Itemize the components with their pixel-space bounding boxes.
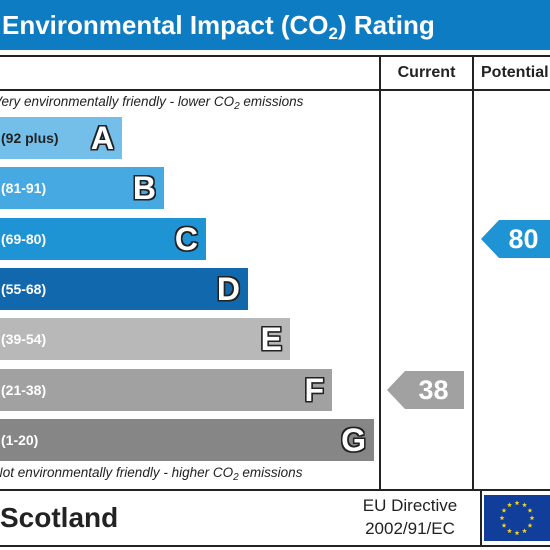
- band-range-label: (81-91): [1, 180, 47, 196]
- band-letter: A: [90, 120, 114, 156]
- band-letter: B: [132, 170, 156, 206]
- band-range-label: (55-68): [1, 281, 47, 297]
- star-icon: [522, 502, 527, 508]
- band-range-label: (1-20): [1, 432, 39, 448]
- eu-flag-icon: [484, 495, 550, 541]
- star-icon: [529, 515, 535, 521]
- current-column-header: Current: [397, 64, 456, 81]
- star-icon: [499, 515, 505, 521]
- bottom-note: Not environmentally friendly - higher CO…: [0, 465, 303, 480]
- star-icon: [522, 528, 527, 534]
- star-icon: [507, 528, 512, 534]
- potential-rating-pointer-value: 80: [508, 224, 539, 254]
- star-icon: [514, 500, 520, 506]
- star-icon: [527, 522, 533, 528]
- band-d: (55-68) D: [0, 268, 248, 310]
- top-note: Very environmentally friendly - lower CO…: [0, 94, 304, 109]
- country-name: Scotland: [0, 502, 119, 533]
- band-c: (69-80) C: [0, 218, 206, 260]
- current-rating-pointer-value: 38: [418, 375, 449, 405]
- band-a: (92 plus) A: [0, 117, 122, 159]
- star-icon: [501, 507, 507, 513]
- band-f: (21-38) F: [0, 369, 332, 411]
- eu-directive-line1: EU Directive: [362, 496, 458, 515]
- band-letter: F: [304, 372, 324, 408]
- band-letter: D: [216, 271, 240, 307]
- footer-divider: [0, 489, 550, 491]
- band-range-label: (21-38): [1, 382, 47, 398]
- star-icon: [514, 530, 520, 536]
- star-icon: [507, 502, 512, 508]
- potential-column-divider: [472, 55, 474, 489]
- band-letter: E: [260, 321, 282, 357]
- header-divider: [0, 89, 550, 91]
- band-range-label: (69-80): [1, 231, 47, 247]
- band-b: (81-91) B: [0, 167, 164, 209]
- potential-column-header: Potential: [481, 64, 549, 81]
- current-column-divider: [379, 55, 381, 489]
- band-g: (1-20) G: [0, 419, 374, 461]
- band-range-label: (39-54): [1, 331, 47, 347]
- flag-divider: [480, 489, 482, 547]
- star-icon: [527, 507, 533, 513]
- chart-title: Environmental Impact (CO2) Rating: [0, 0, 550, 50]
- potential-rating-pointer-arrow-shape: [481, 220, 550, 258]
- chart-frame: [0, 55, 550, 547]
- band-letter: C: [174, 221, 198, 257]
- band-range-label: (92 plus): [1, 130, 59, 146]
- star-icon: [501, 522, 507, 528]
- band-e: (39-54) E: [0, 318, 290, 360]
- eu-directive-line2: 2002/91/EC: [365, 519, 455, 538]
- potential-rating-pointer: 80: [481, 220, 550, 258]
- current-rating-pointer: 38: [387, 371, 464, 409]
- band-letter: G: [341, 422, 366, 458]
- current-rating-pointer-arrow-shape: [387, 371, 464, 409]
